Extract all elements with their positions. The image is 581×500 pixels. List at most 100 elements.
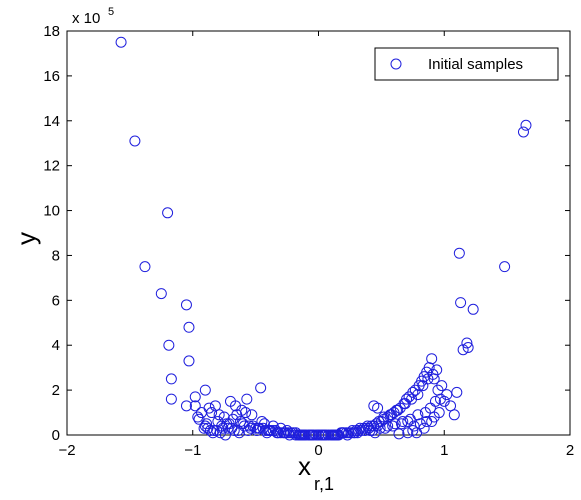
data-point	[129, 135, 141, 147]
x-tick-label: 0	[314, 442, 322, 459]
y-tick-label: 10	[43, 203, 60, 220]
data-point	[219, 429, 231, 441]
data-point	[426, 353, 438, 365]
y-tick-label: 2	[52, 382, 60, 399]
data-point	[202, 422, 214, 434]
y-exponent-label: x 10	[72, 10, 100, 27]
data-point	[389, 418, 401, 430]
data-point	[457, 344, 469, 356]
data-point	[451, 386, 463, 398]
data-point	[165, 373, 177, 385]
data-point	[256, 416, 268, 428]
data-point	[189, 400, 201, 412]
data-point	[246, 409, 258, 421]
data-point	[271, 427, 283, 439]
plot-area	[66, 30, 571, 436]
data-point	[279, 427, 291, 439]
legend-box	[374, 47, 559, 81]
data-point	[313, 429, 324, 441]
data-point	[408, 420, 420, 432]
data-point	[349, 427, 361, 439]
data-point	[401, 393, 413, 405]
x-tick-label: 1	[440, 442, 448, 459]
data-point	[433, 407, 445, 419]
data-point	[397, 416, 409, 428]
data-point	[329, 429, 341, 441]
x-axis-label-subscript: r,1	[314, 474, 334, 494]
data-point	[163, 339, 175, 351]
data-point	[517, 126, 529, 138]
y-tick-label: 12	[43, 158, 60, 175]
y-tick-label: 4	[52, 337, 60, 354]
data-point	[407, 425, 419, 437]
data-point	[351, 427, 363, 439]
data-point	[387, 420, 399, 432]
data-point	[369, 427, 381, 439]
data-point	[228, 425, 240, 437]
y-tick-label: 16	[43, 68, 60, 85]
data-point	[359, 425, 371, 437]
data-point	[165, 393, 177, 405]
data-point	[242, 425, 254, 437]
data-point	[241, 393, 253, 405]
data-point	[139, 261, 151, 273]
data-point	[199, 420, 211, 432]
data-point	[448, 409, 460, 421]
data-point	[299, 429, 311, 441]
data-point	[180, 299, 192, 311]
data-point	[520, 119, 532, 131]
data-point	[180, 400, 192, 412]
data-point	[296, 429, 308, 441]
data-point	[455, 297, 467, 309]
x-tick-label: −2	[58, 442, 75, 459]
y-exponent-power: 5	[108, 6, 114, 18]
x-tick-label: 2	[566, 442, 574, 459]
y-axis-ticks: 0 2 4 6 8 10 12 14 16 18	[43, 23, 570, 444]
legend: Initial samples	[374, 47, 559, 81]
y-tick-label: 0	[52, 427, 60, 444]
y-axis-label: y	[11, 232, 41, 245]
data-point	[407, 386, 419, 398]
data-point	[245, 422, 257, 434]
data-point	[395, 418, 407, 430]
data-point	[429, 395, 441, 407]
data-point	[331, 429, 343, 441]
data-point	[213, 409, 225, 421]
data-point	[431, 364, 443, 376]
data-point	[192, 411, 204, 423]
x-tick-label: −1	[184, 442, 201, 459]
data-point	[193, 413, 205, 425]
data-point	[183, 321, 195, 333]
y-tick-label: 14	[43, 113, 60, 130]
data-point	[162, 207, 174, 219]
y-tick-label: 18	[43, 23, 60, 40]
data-point	[412, 389, 424, 401]
data-point	[183, 355, 195, 367]
y-tick-label: 8	[52, 247, 60, 264]
data-point	[499, 261, 511, 273]
data-point	[208, 425, 220, 437]
data-point	[392, 404, 404, 416]
data-point	[379, 422, 391, 434]
data-point	[304, 429, 316, 441]
data-point	[115, 36, 127, 48]
data-point	[214, 427, 226, 439]
data-point	[372, 420, 384, 432]
data-point	[233, 427, 245, 439]
data-point	[199, 384, 211, 396]
data-point	[393, 428, 405, 440]
x-axis-ticks: −2 −1 0 1 2	[58, 31, 574, 459]
data-points	[115, 36, 532, 441]
y-tick-label: 6	[52, 292, 60, 309]
data-point	[155, 288, 167, 300]
data-point	[263, 425, 275, 437]
data-point	[316, 429, 328, 441]
data-point	[240, 407, 252, 419]
data-point	[250, 422, 262, 434]
data-point	[372, 402, 384, 414]
legend-marker	[390, 58, 402, 70]
data-point	[189, 391, 201, 403]
data-point	[426, 416, 438, 428]
data-point	[340, 427, 352, 439]
